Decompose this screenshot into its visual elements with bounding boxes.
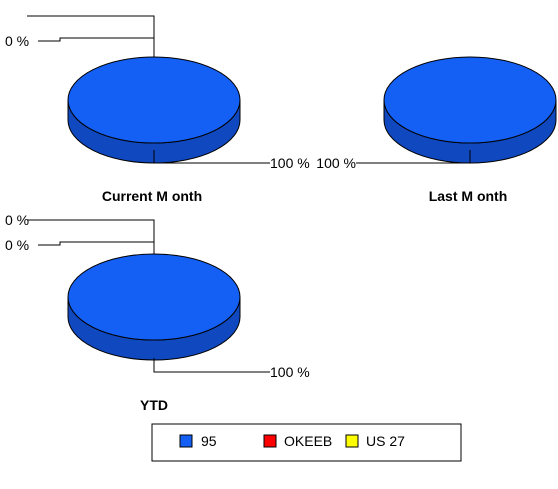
pie-ytd-top: [67, 253, 241, 341]
legend-label-us27: US 27: [366, 433, 405, 449]
leader-last-100: [356, 150, 471, 164]
chart-title-ytd: YTD: [140, 397, 168, 413]
chart-title-current-month: Current M onth: [102, 188, 202, 204]
chart-ytd: 0 % 0 % 100 % YTD: [5, 212, 310, 413]
chart-last-month: 100 % Last M onth: [316, 56, 557, 204]
label-ytd-0a: 0 %: [5, 212, 29, 228]
legend-swatch-us27: [345, 434, 359, 448]
legend-label-95: 95: [201, 433, 217, 449]
label-current-0b: 0 %: [5, 33, 29, 49]
chart-current-month: 0 % 100 % Current M onth: [5, 15, 310, 204]
legend-swatch-95: [179, 434, 193, 448]
legend-swatch-okeeb: [263, 434, 277, 448]
leader-ytd-100: [153, 358, 270, 373]
leader-ytd-0b: [38, 241, 154, 246]
chart-title-last-month: Last M onth: [429, 188, 508, 204]
pie-current-month-top: [67, 56, 241, 144]
leader-current-0a: [27, 15, 155, 57]
leader-current-0b: [38, 37, 154, 42]
label-ytd-100: 100 %: [270, 364, 310, 380]
leader-current-100: [153, 150, 270, 164]
legend: 95 OKEEB US 27: [151, 423, 462, 462]
legend-box: [151, 423, 462, 462]
legend-label-okeeb: OKEEB: [284, 433, 332, 449]
leader-ytd-0a: [27, 219, 155, 254]
pie-last-month-top: [383, 56, 557, 144]
label-current-100: 100 %: [270, 155, 310, 171]
label-last-100: 100 %: [316, 155, 356, 171]
label-ytd-0b: 0 %: [5, 237, 29, 253]
